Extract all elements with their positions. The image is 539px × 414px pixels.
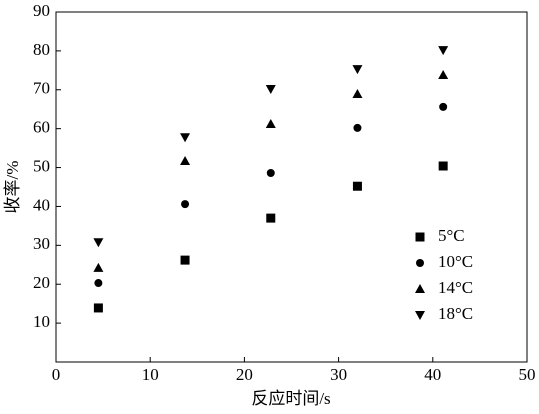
x-tick-label: 10	[142, 365, 159, 384]
y-tick-label: 40	[33, 195, 50, 214]
y-tick-label: 60	[33, 118, 50, 137]
scatter-point	[180, 133, 191, 143]
scatter-point	[180, 255, 190, 265]
y-tick-label: 30	[33, 234, 50, 253]
scatter-point	[352, 65, 363, 75]
y-tick-label: 90	[33, 1, 50, 20]
scatter-point	[352, 181, 362, 191]
legend-marker	[415, 232, 425, 242]
legend-label: 10°C	[438, 252, 473, 271]
scatter-point	[353, 123, 362, 132]
legend-label: 14°C	[438, 278, 473, 297]
x-axis-label: 反应时间/s	[251, 389, 330, 408]
scatter-point	[439, 102, 448, 111]
legend-marker	[415, 284, 425, 293]
legend-marker	[415, 311, 425, 320]
x-tick-label: 30	[330, 365, 347, 384]
scatter-point	[266, 213, 276, 223]
scatter-point	[181, 200, 190, 209]
scatter-point	[93, 262, 104, 272]
legend-label: 18°C	[438, 304, 473, 323]
scatter-point	[266, 169, 275, 177]
y-tick-label: 10	[33, 312, 50, 331]
y-tick-label: 80	[33, 40, 50, 59]
scatter-point	[352, 89, 363, 99]
scatter-point	[438, 161, 448, 171]
scatter-point	[438, 46, 449, 56]
x-tick-label: 50	[519, 365, 536, 384]
x-tick-label: 20	[236, 365, 253, 384]
plot-frame	[55, 11, 528, 363]
scatter-point	[94, 279, 103, 288]
scatter-point	[265, 85, 276, 94]
scatter-point	[180, 155, 191, 165]
legend-marker	[416, 259, 424, 267]
legend-label: 5°C	[438, 226, 465, 245]
x-tick-label: 0	[52, 365, 61, 384]
x-tick-label: 40	[424, 365, 441, 384]
scatter-point	[93, 238, 104, 248]
y-tick-label: 70	[33, 79, 50, 98]
scatter-point	[265, 119, 276, 128]
y-tick-label: 20	[33, 273, 50, 292]
scatter-point	[93, 303, 103, 313]
y-tick-label: 50	[33, 156, 50, 175]
scatter-point	[438, 70, 449, 79]
y-axis-label: 收率/%	[3, 161, 22, 214]
